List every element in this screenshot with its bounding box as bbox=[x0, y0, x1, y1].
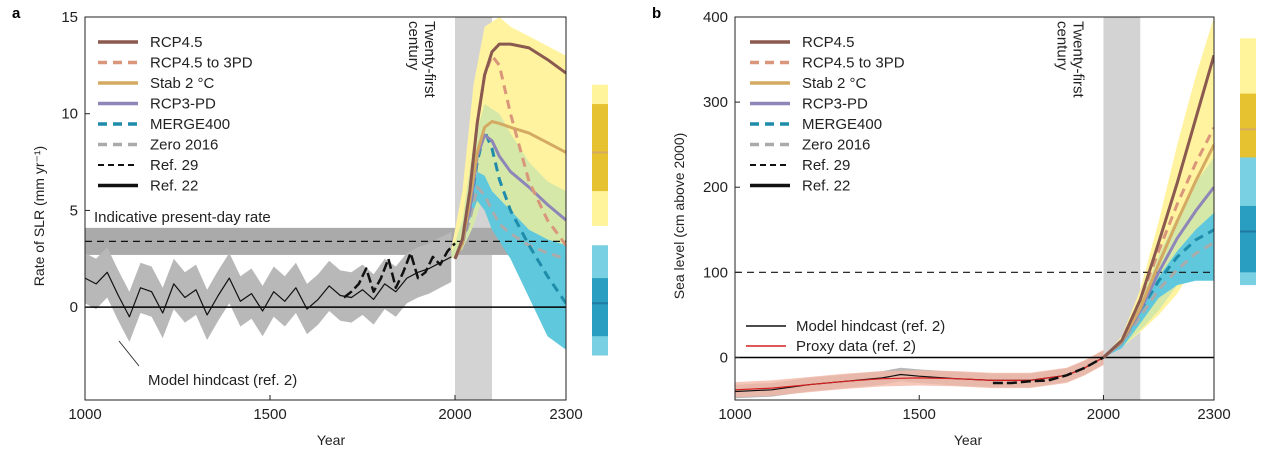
legend-label-ref-22: Ref. 22 bbox=[802, 178, 850, 195]
legend-label-zero-2016: Zero 2016 bbox=[150, 137, 218, 154]
century-label-line: Twenty-first bbox=[1069, 21, 1086, 99]
century-label-line: century bbox=[405, 21, 422, 71]
y-tick-label: 300 bbox=[703, 94, 728, 111]
panel-b-side-bars bbox=[1240, 38, 1256, 286]
panel-a-xlabel: Year bbox=[317, 432, 346, 448]
series-merge400 bbox=[453, 129, 566, 305]
x-tick-label: 1500 bbox=[903, 406, 936, 423]
side-bar-inner bbox=[1240, 205, 1256, 273]
panel-a-letter: a bbox=[12, 5, 21, 22]
hindcast-envelope bbox=[85, 231, 452, 342]
y-tick-label: 0 bbox=[720, 349, 728, 366]
series-ref-22 bbox=[992, 356, 1105, 385]
x-tick-label: 1000 bbox=[718, 406, 751, 423]
present-day-label: Indicative present-day rate bbox=[94, 209, 271, 226]
x-tick-label: 2300 bbox=[1197, 406, 1230, 423]
legend-label-proxy-data-ref-2: Proxy data (ref. 2) bbox=[796, 338, 916, 355]
hindcast-pointer bbox=[118, 340, 140, 367]
series-ref-22 bbox=[343, 242, 456, 299]
legend-label-rcp4-5-to-3pd: RCP4.5 to 3PD bbox=[802, 55, 905, 72]
y-tick-label: 100 bbox=[703, 264, 728, 281]
series-rcp4-5 bbox=[453, 42, 566, 260]
plot-frame bbox=[734, 16, 1215, 401]
series-rcp4-5-to-3pd bbox=[1102, 126, 1214, 359]
x-tick-label: 2300 bbox=[549, 406, 582, 423]
y-tick-label: 0 bbox=[70, 299, 78, 316]
legend-label-stab-2-c: Stab 2 °C bbox=[802, 75, 867, 92]
legend-label-rcp3-pd: RCP3-PD bbox=[802, 96, 868, 113]
panel-b-letter: b bbox=[652, 5, 661, 22]
panel-b-ylabel: Sea level (cm above 2000) bbox=[671, 133, 687, 300]
green-uncertainty-band bbox=[1103, 157, 1214, 358]
y-tick-label: 15 bbox=[61, 9, 78, 26]
proxy-envelope bbox=[735, 349, 1104, 398]
legend-label-rcp3-pd: RCP3-PD bbox=[150, 96, 216, 113]
panel-b-bands bbox=[735, 17, 1214, 400]
legend-label-rcp4-5-to-3pd: RCP4.5 to 3PD bbox=[150, 55, 253, 72]
x-tick-label: 1500 bbox=[253, 406, 286, 423]
legend-label-ref-22: Ref. 22 bbox=[150, 178, 198, 195]
y-tick-label: 5 bbox=[70, 202, 78, 219]
legend-label-rcp4-5: RCP4.5 bbox=[150, 34, 203, 51]
y-tick-label: 400 bbox=[703, 9, 728, 26]
panel-b-legend: RCP4.5 RCP4.5 to 3PD Stab 2 °C RCP3-PD MERGE… bbox=[750, 34, 905, 195]
plot-frame bbox=[84, 16, 567, 401]
legend-label-merge400: MERGE400 bbox=[150, 116, 230, 133]
century-label-line: Twenty-first bbox=[421, 21, 438, 99]
y-tick-label: 200 bbox=[703, 179, 728, 196]
panel-b-legend-hindcast: Model hindcast (ref. 2) Proxy data (ref. … bbox=[746, 318, 945, 355]
legend-label-stab-2-c: Stab 2 °C bbox=[150, 75, 215, 92]
century-label-line: century bbox=[1053, 21, 1070, 71]
panel-b-lines bbox=[735, 54, 1214, 393]
side-bar-inner bbox=[592, 104, 608, 192]
legend-label-zero-2016: Zero 2016 bbox=[802, 137, 870, 154]
panel-a: a 1000 1500 2000 2300 0 5 10 15 Rate of SLR (mm… bbox=[12, 5, 608, 448]
series-rcp4-5 bbox=[1102, 54, 1214, 359]
panel-a-axes: 1000 1500 2000 2300 0 5 10 15 bbox=[61, 9, 582, 423]
panel-a-ylabel: Rate of SLR (mm yr⁻¹) bbox=[31, 146, 47, 286]
panel-b: b 1000 1500 2000 2300 0 100 200 300 400 Sea leve… bbox=[652, 5, 1256, 448]
series-model-hindcast-ref-2 bbox=[85, 256, 452, 318]
panel-a-lines bbox=[85, 42, 566, 318]
legend-label-ref-29: Ref. 29 bbox=[150, 157, 198, 174]
century-label-a: Twenty-firstcentury bbox=[405, 21, 438, 99]
panel-a-side-bars bbox=[592, 84, 608, 356]
hindcast-label-a: Model hindcast (ref. 2) bbox=[148, 372, 297, 389]
panel-b-xlabel: Year bbox=[954, 432, 983, 448]
x-tick-label: 1000 bbox=[68, 406, 101, 423]
legend-label-rcp4-5: RCP4.5 bbox=[802, 34, 855, 51]
century-label-b: Twenty-firstcentury bbox=[1053, 21, 1086, 99]
legend-label-model-hindcast-ref-2: Model hindcast (ref. 2) bbox=[796, 318, 945, 335]
panel-a-legend: RCP4.5 RCP4.5 to 3PD Stab 2 °C RCP3-PD MERGE… bbox=[98, 34, 253, 195]
x-tick-label: 2000 bbox=[438, 406, 471, 423]
side-bar-inner bbox=[592, 278, 608, 337]
legend-label-merge400: MERGE400 bbox=[802, 116, 882, 133]
legend-label-ref-29: Ref. 29 bbox=[802, 157, 850, 174]
panel-b-axes: 1000 1500 2000 2300 0 100 200 300 400 bbox=[703, 9, 1231, 423]
x-tick-label: 2000 bbox=[1087, 406, 1120, 423]
y-tick-label: 10 bbox=[61, 106, 78, 123]
